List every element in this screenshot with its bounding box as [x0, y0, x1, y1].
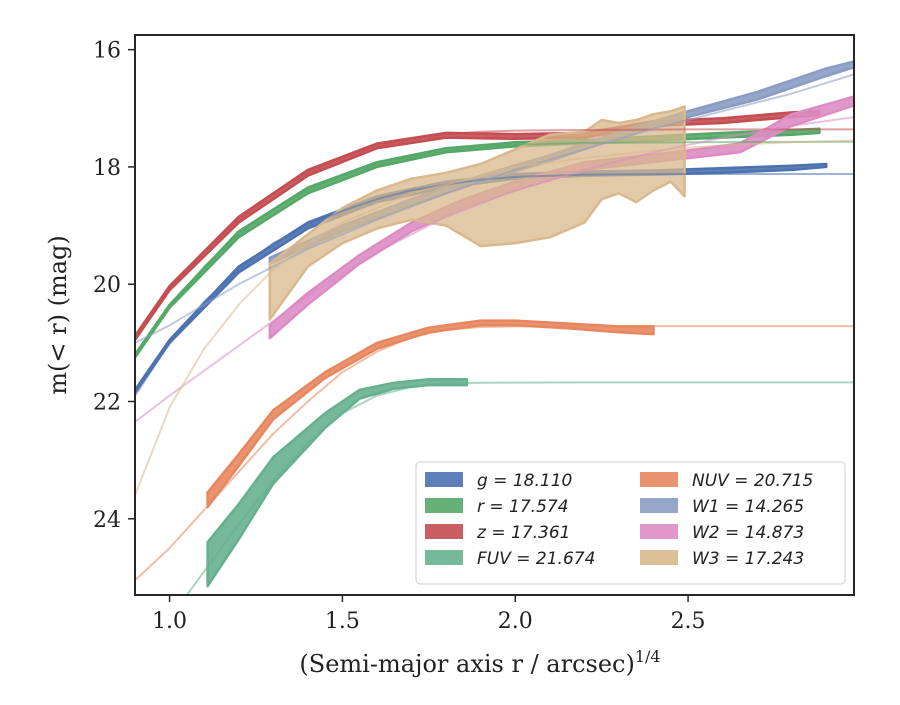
x-axis-label-superscript: 1/4	[635, 647, 661, 666]
y-tick-label: 22	[93, 390, 121, 415]
legend-label-r: r = 17.574	[477, 497, 569, 517]
model-curve-w2	[135, 116, 854, 423]
y-tick-label: 16	[93, 39, 121, 64]
y-tick-label: 24	[93, 508, 121, 533]
band-fuv	[206, 377, 469, 588]
legend-frame	[415, 461, 846, 585]
model-curve-w3	[135, 139, 854, 496]
model-curve-z	[135, 128, 854, 341]
legend-label-z: z = 17.361	[476, 523, 570, 543]
x-tick-label: 1.0	[152, 609, 187, 634]
x-axis-label-main: (Semi-major axis r / arcsec)	[299, 650, 634, 678]
legend-swatch-z	[425, 524, 463, 539]
y-axis-ticks: 16 18 20 22 24	[93, 39, 135, 533]
model-curve-w1	[135, 73, 854, 344]
y-tick-label: 20	[93, 273, 121, 298]
x-tick-label: 2.5	[671, 609, 706, 634]
band-w3	[268, 105, 686, 321]
model-curve-nuv	[135, 325, 854, 582]
legend-label-w1: W1 = 14.265	[692, 497, 804, 517]
legend-swatch-fuv	[425, 550, 463, 565]
model-curve-g	[135, 173, 854, 397]
legend-label-fuv: FUV = 21.674	[477, 549, 595, 569]
legend-swatch-w2	[640, 524, 678, 539]
legend-label-nuv: NUV = 20.715	[692, 471, 813, 491]
legend-swatch-r	[425, 498, 463, 513]
band-r	[135, 127, 821, 359]
legend-swatch-nuv	[640, 472, 678, 487]
x-tick-label: 2.0	[498, 609, 533, 634]
band-nuv	[206, 319, 655, 509]
x-axis-ticks: 1.0 1.5 2.0 2.5	[152, 595, 706, 634]
y-tick-label: 18	[93, 156, 121, 181]
model-curve-r	[135, 140, 854, 359]
legend-swatch-w1	[640, 498, 678, 513]
legend: g = 18.110 r = 17.574 z = 17.361 FUV = 21.6…	[415, 461, 846, 585]
model-curve-layer	[135, 73, 854, 595]
x-tick-label: 1.5	[325, 609, 360, 634]
y-axis-label: m(< r) (mag)	[44, 235, 72, 394]
legend-label-g: g = 18.110	[477, 471, 572, 491]
legend-swatch-g	[425, 472, 463, 487]
legend-label-w3: W3 = 17.243	[692, 549, 804, 569]
legend-swatch-w3	[640, 550, 678, 565]
plot-frame	[134, 34, 855, 596]
x-axis-label: (Semi-major axis r / arcsec)1/4	[299, 647, 660, 678]
model-curve-fuv	[185, 381, 854, 595]
legend-label-w2: W2 = 14.873	[692, 523, 804, 543]
